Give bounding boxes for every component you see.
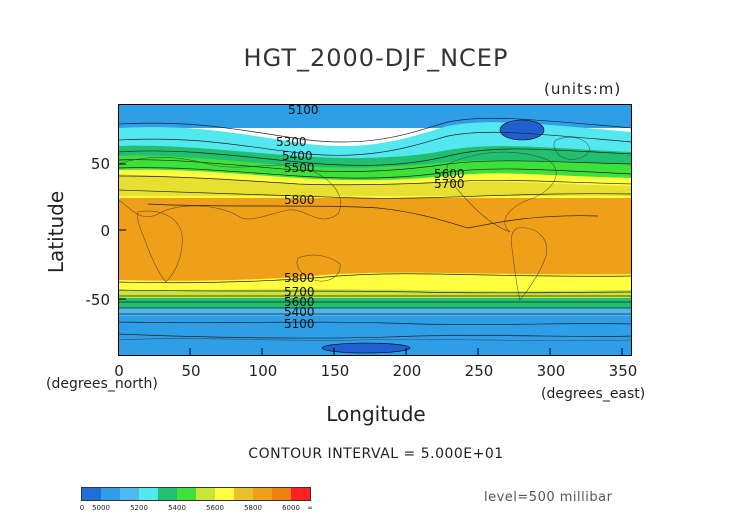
x-tick-0: 0 — [114, 362, 124, 380]
map-plot: 5100 5300 5400 5500 5600 5700 5800 5800 … — [118, 104, 632, 356]
colorbar-swatch — [139, 488, 158, 500]
contour-label-5400-south: 5400 — [284, 305, 315, 319]
band-olive-north — [118, 174, 632, 196]
y-unit-label: (degrees_north) — [46, 376, 158, 392]
contour-label-5800-north: 5800 — [284, 193, 315, 207]
x-tick-50: 50 — [181, 362, 201, 380]
contour-line — [118, 321, 632, 325]
contour-line — [147, 203, 599, 229]
contour-label-5300-north: 5300 — [276, 135, 307, 149]
y-tick-neg50: -50 — [85, 291, 111, 309]
colorbar-swatch — [120, 488, 139, 500]
colorbar-swatch — [82, 488, 101, 500]
contour-label-5800-south: 5800 — [284, 271, 315, 285]
band-cyan-south — [118, 308, 632, 318]
continent-north-america — [446, 151, 557, 233]
contour-label-5100-north: 5100 — [288, 104, 319, 117]
chart-title: HGT_2000-DJF_NCEP — [243, 44, 509, 72]
x-unit-label: (degrees_east) — [541, 386, 646, 402]
contour-line — [118, 117, 632, 143]
contour-label-5500-north: 5500 — [284, 161, 315, 175]
y-tick-0: 0 — [100, 222, 110, 240]
x-tick-300: 300 — [536, 362, 566, 380]
x-tick-100: 100 — [248, 362, 278, 380]
colorbar-label: 5000 — [92, 504, 110, 512]
colorbar — [81, 487, 311, 501]
colorbar-label: 5600 — [206, 504, 224, 512]
continent-south-america — [510, 227, 547, 301]
contour-label-5700-north: 5700 — [434, 177, 465, 191]
x-tick-250: 250 — [464, 362, 494, 380]
y-axis-label: Latitude — [44, 190, 68, 274]
colorbar-label: 0 — [79, 504, 85, 512]
contour-line — [118, 175, 632, 186]
colorbar-swatch — [272, 488, 291, 500]
colorbar-swatch — [291, 488, 310, 500]
contour-line — [118, 159, 632, 172]
contour-line — [118, 167, 632, 179]
x-tick-200: 200 — [392, 362, 422, 380]
contour-line — [118, 148, 632, 166]
colorbar-label: 5400 — [168, 504, 186, 512]
colorbar-label: 5200 — [130, 504, 148, 512]
colorbar-swatch — [158, 488, 177, 500]
colorbar-label: ∞ — [307, 504, 313, 512]
contour-line — [118, 273, 632, 284]
contour-line — [118, 131, 632, 156]
continent-africa — [137, 210, 183, 283]
colorbar-label: 6000 — [282, 504, 300, 512]
colorbar-swatch — [177, 488, 196, 500]
contour-line — [118, 289, 632, 294]
continent-greenland — [553, 137, 591, 160]
x-tick-350: 350 — [608, 362, 638, 380]
colorbar-swatch — [101, 488, 120, 500]
band-tropics-orange — [118, 198, 632, 282]
contour-interval-text: CONTOUR INTERVAL = 5.000E+01 — [248, 446, 504, 462]
contour-label-5100-south: 5100 — [284, 317, 315, 331]
contour-line — [118, 189, 632, 199]
colorbar-label: 5800 — [244, 504, 262, 512]
units-label: (units:m) — [544, 80, 622, 98]
x-tick-150: 150 — [320, 362, 350, 380]
continent-antarctica — [118, 338, 632, 341]
band-lightgreen-north — [118, 155, 632, 185]
contour-label-5600-south: 5600 — [284, 295, 315, 309]
contour-label-5600-north: 5600 — [434, 167, 465, 181]
x-axis-label: Longitude — [326, 402, 426, 426]
colorbar-swatch — [234, 488, 253, 500]
colorbar-swatch — [215, 488, 234, 500]
low-south-minimum — [321, 342, 411, 354]
contour-label-5700-south: 5700 — [284, 285, 315, 299]
y-tick-50: 50 — [90, 155, 110, 173]
level-text: level=500 millibar — [484, 490, 613, 505]
continent-australia — [296, 254, 341, 282]
colorbar-swatch — [253, 488, 272, 500]
band-green-north — [118, 145, 632, 181]
band-polar-north — [118, 104, 632, 128]
low-north-minimum — [499, 119, 545, 141]
contour-line — [118, 333, 632, 339]
colorbar-swatch — [196, 488, 215, 500]
contour-label-5400-north: 5400 — [282, 149, 313, 163]
continent-eurasia — [118, 156, 341, 220]
band-green-south — [118, 298, 632, 310]
